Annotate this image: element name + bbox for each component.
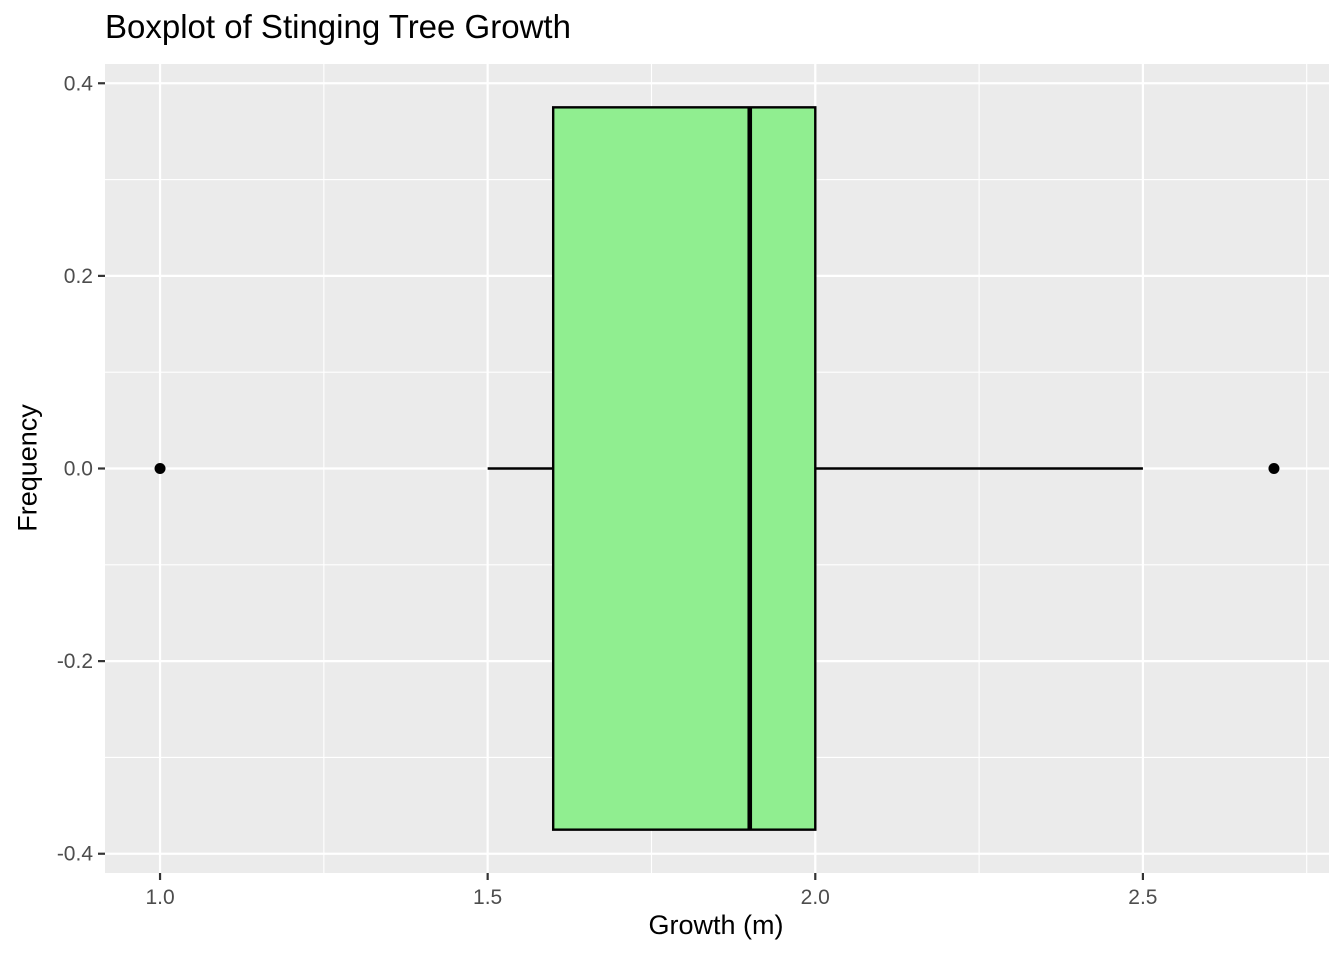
x-tick-labels: 1.0 1.5 2.0 2.5 — [145, 886, 1157, 909]
y-tick-label: -0.2 — [57, 650, 93, 673]
boxplot-marks — [154, 106, 1280, 831]
y-tick-labels: -0.4 -0.2 0.0 0.2 0.4 — [57, 72, 94, 865]
x-tick-label: 1.5 — [473, 886, 502, 909]
x-axis-label: Growth (m) — [648, 910, 784, 940]
outlier-point — [154, 463, 166, 474]
y-tick-label: -0.4 — [57, 843, 94, 866]
interquartile-box — [551, 106, 817, 831]
y-tick-label: 0.0 — [64, 458, 93, 481]
x-tick-label: 2.0 — [801, 886, 830, 909]
x-tick-label: 1.0 — [145, 886, 174, 909]
y-axis-label: Frequency — [12, 404, 43, 532]
y-tick-label: 0.4 — [64, 72, 94, 95]
y-tick-label: 0.2 — [64, 265, 93, 288]
outlier-point — [1268, 463, 1280, 474]
chart-title: Boxplot of Stinging Tree Growth — [105, 8, 571, 45]
axis-ticks — [98, 82, 1145, 880]
x-tick-label: 2.5 — [1128, 886, 1157, 909]
